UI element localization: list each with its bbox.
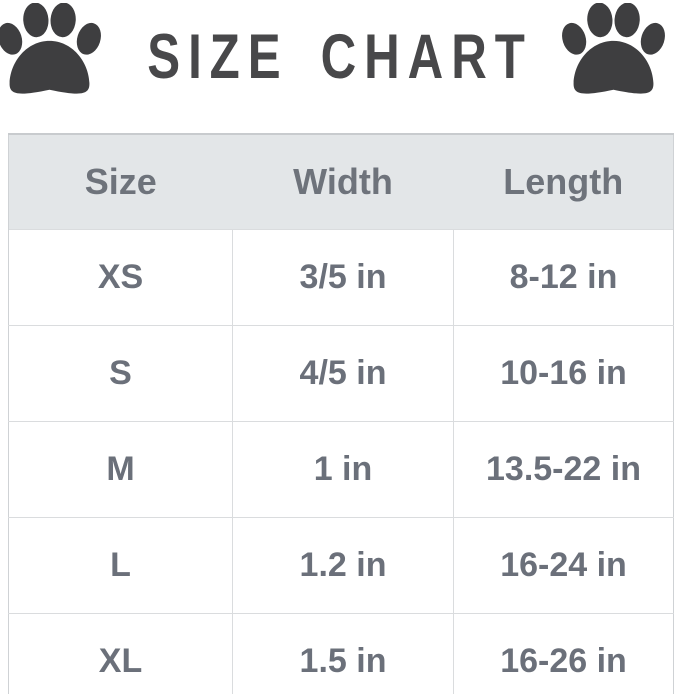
table-row-l: L 1.2 in 16-24 in	[8, 517, 674, 614]
column-header-size: Size	[8, 133, 233, 230]
width-cell: 1.5 in	[232, 613, 454, 694]
column-header-length: Length	[453, 133, 674, 230]
width-cell: 3/5 in	[232, 229, 454, 326]
width-cell: 1.2 in	[232, 517, 454, 614]
length-cell: 10-16 in	[453, 325, 674, 422]
page-title: SIZE CHART	[146, 21, 533, 92]
width-cell: 1 in	[232, 421, 454, 518]
width-cell: 4/5 in	[232, 325, 454, 422]
size-cell: S	[8, 325, 233, 422]
size-cell: XS	[8, 229, 233, 326]
paw-icon	[0, 3, 102, 104]
column-header-width: Width	[232, 133, 454, 230]
length-cell: 13.5-22 in	[453, 421, 674, 518]
length-cell: 16-26 in	[453, 613, 674, 694]
size-chart-table: Size Width Length XS 3/5 in 8-12 in S 4/…	[8, 133, 674, 694]
length-cell: 16-24 in	[453, 517, 674, 614]
paw-icon	[561, 3, 666, 104]
length-cell: 8-12 in	[453, 229, 674, 326]
header-row: Size Width Length	[8, 133, 674, 230]
table-row-m: M 1 in 13.5-22 in	[8, 421, 674, 518]
size-cell: M	[8, 421, 233, 518]
table-row-s: S 4/5 in 10-16 in	[8, 325, 674, 422]
table-row-xs: XS 3/5 in 8-12 in	[8, 229, 674, 326]
size-cell: XL	[8, 613, 233, 694]
title-row: SIZE CHART	[0, 20, 679, 92]
table-row-xl: XL 1.5 in 16-26 in	[8, 613, 674, 694]
size-cell: L	[8, 517, 233, 614]
